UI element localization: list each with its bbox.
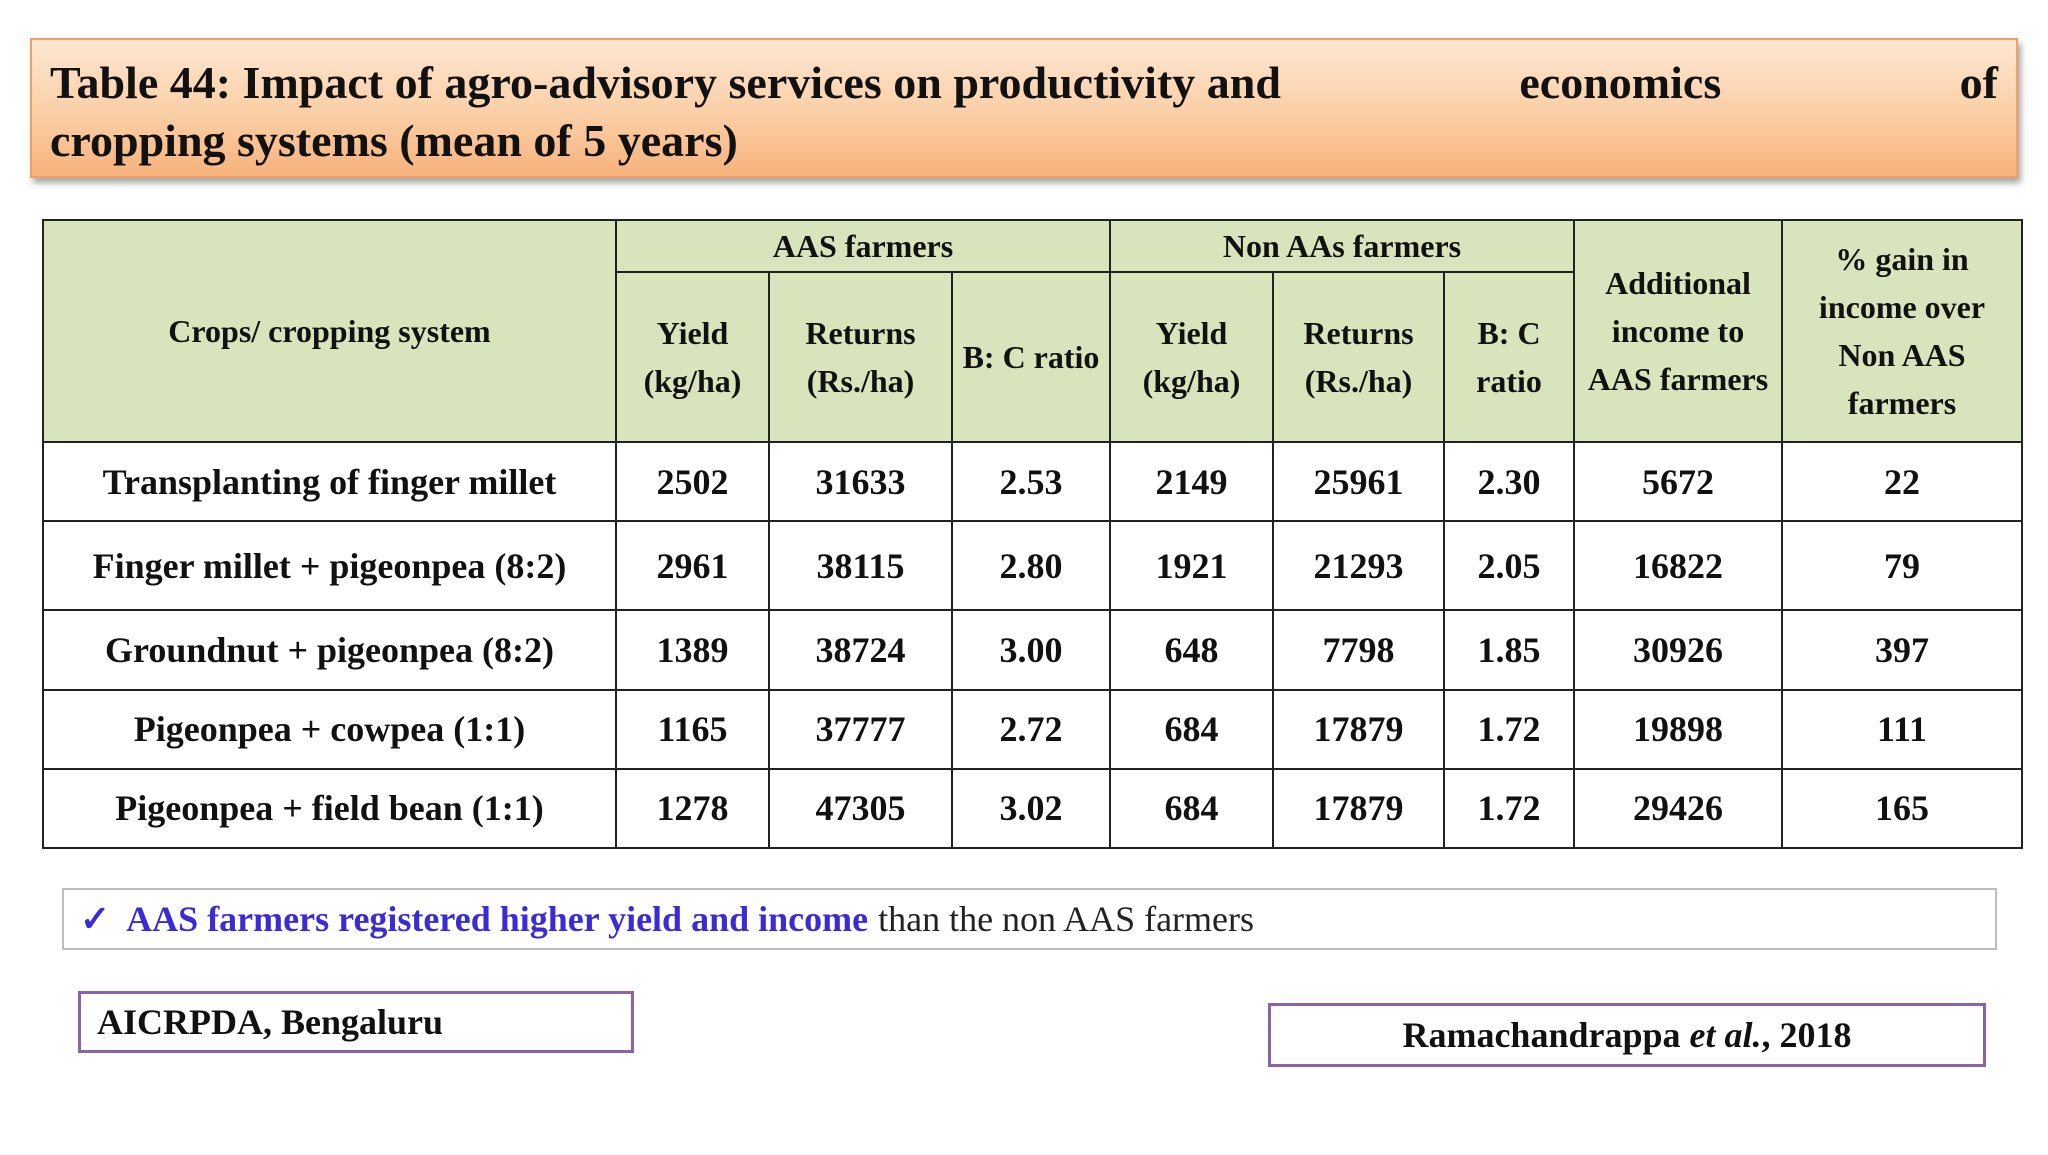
title-part-2: economics xyxy=(1519,57,1722,108)
value-cell: 1.72 xyxy=(1443,767,1575,850)
header-aas-farmers: AAS farmers xyxy=(615,219,1111,273)
value-cell: 648 xyxy=(1109,609,1274,691)
crop-cell: Pigeonpea + cowpea (1:1) xyxy=(42,688,617,770)
title-line-1: Table 44: Impact of agro-advisory servic… xyxy=(50,54,1998,112)
table-row: Finger millet + pigeonpea (8:2) 2961 381… xyxy=(42,520,2023,612)
value-cell: 2.72 xyxy=(951,688,1111,770)
table-row: Transplanting of finger millet 2502 3163… xyxy=(42,440,2023,523)
value-cell: 5672 xyxy=(1573,440,1783,523)
value-cell: 30926 xyxy=(1573,609,1783,691)
table-row: Pigeonpea + cowpea (1:1) 1165 37777 2.72… xyxy=(42,688,2023,770)
title-part-1: Table 44: Impact of agro-advisory servic… xyxy=(50,57,1281,108)
header-aas-yield: Yield (kg/ha) xyxy=(615,271,770,443)
conclusion-note: ✓ AAS farmers registered higher yield an… xyxy=(62,888,1997,950)
check-icon: ✓ xyxy=(80,899,111,939)
impact-table: Crops/ cropping system AAS farmers Non A… xyxy=(42,219,2023,850)
reference-year: , 2018 xyxy=(1761,1015,1852,1055)
value-cell: 2961 xyxy=(615,520,770,612)
value-cell: 2.53 xyxy=(951,440,1111,523)
value-cell: 684 xyxy=(1109,688,1274,770)
crop-cell: Finger millet + pigeonpea (8:2) xyxy=(42,520,617,612)
title-line-2: cropping systems (mean of 5 years) xyxy=(50,115,738,166)
value-cell: 29426 xyxy=(1573,767,1783,850)
header-non-aas-bc-ratio: B: C ratio xyxy=(1443,271,1575,443)
source-label: AICRPDA, Bengaluru xyxy=(78,991,634,1053)
value-cell: 3.00 xyxy=(951,609,1111,691)
reference-author: Ramachandrappa xyxy=(1402,1015,1681,1055)
value-cell: 38115 xyxy=(768,520,953,612)
value-cell: 1921 xyxy=(1109,520,1274,612)
value-cell: 31633 xyxy=(768,440,953,523)
value-cell: 17879 xyxy=(1272,688,1445,770)
value-cell: 2502 xyxy=(615,440,770,523)
value-cell: 165 xyxy=(1781,767,2023,850)
reference-citation: Ramachandrappa et al., 2018 xyxy=(1268,1003,1986,1067)
value-cell: 2.05 xyxy=(1443,520,1575,612)
header-non-aas-yield: Yield (kg/ha) xyxy=(1109,271,1274,443)
value-cell: 22 xyxy=(1781,440,2023,523)
value-cell: 111 xyxy=(1781,688,2023,770)
value-cell: 2.30 xyxy=(1443,440,1575,523)
value-cell: 1165 xyxy=(615,688,770,770)
header-non-aas-returns: Returns (Rs./ha) xyxy=(1272,271,1445,443)
value-cell: 1.85 xyxy=(1443,609,1575,691)
value-cell: 38724 xyxy=(768,609,953,691)
crop-cell: Pigeonpea + field bean (1:1) xyxy=(42,767,617,850)
value-cell: 397 xyxy=(1781,609,2023,691)
header-crops: Crops/ cropping system xyxy=(42,219,617,443)
value-cell: 19898 xyxy=(1573,688,1783,770)
value-cell: 2149 xyxy=(1109,440,1274,523)
value-cell: 79 xyxy=(1781,520,2023,612)
value-cell: 16822 xyxy=(1573,520,1783,612)
table-title-banner: Table 44: Impact of agro-advisory servic… xyxy=(30,38,2018,178)
value-cell: 684 xyxy=(1109,767,1274,850)
value-cell: 37777 xyxy=(768,688,953,770)
value-cell: 7798 xyxy=(1272,609,1445,691)
title-part-3: of xyxy=(1959,57,1998,108)
value-cell: 1.72 xyxy=(1443,688,1575,770)
header-percent-gain: % gain in income over Non AAS farmers xyxy=(1781,219,2023,443)
header-aas-bc-ratio: B: C ratio xyxy=(951,271,1111,443)
note-highlight: AAS farmers registered higher yield and … xyxy=(126,899,869,939)
table-row: Groundnut + pigeonpea (8:2) 1389 38724 3… xyxy=(42,609,2023,691)
value-cell: 17879 xyxy=(1272,767,1445,850)
note-rest: than the non AAS farmers xyxy=(878,899,1255,939)
value-cell: 25961 xyxy=(1272,440,1445,523)
value-cell: 1278 xyxy=(615,767,770,850)
value-cell: 21293 xyxy=(1272,520,1445,612)
table-row: Pigeonpea + field bean (1:1) 1278 47305 … xyxy=(42,767,2023,850)
value-cell: 1389 xyxy=(615,609,770,691)
value-cell: 47305 xyxy=(768,767,953,850)
crop-cell: Transplanting of finger millet xyxy=(42,440,617,523)
header-aas-returns: Returns (Rs./ha) xyxy=(768,271,953,443)
crop-cell: Groundnut + pigeonpea (8:2) xyxy=(42,609,617,691)
value-cell: 3.02 xyxy=(951,767,1111,850)
value-cell: 2.80 xyxy=(951,520,1111,612)
header-non-aas-farmers: Non AAs farmers xyxy=(1109,219,1575,273)
reference-etal: et al. xyxy=(1689,1015,1762,1055)
header-additional-income: Additional income to AAS farmers xyxy=(1573,219,1783,443)
